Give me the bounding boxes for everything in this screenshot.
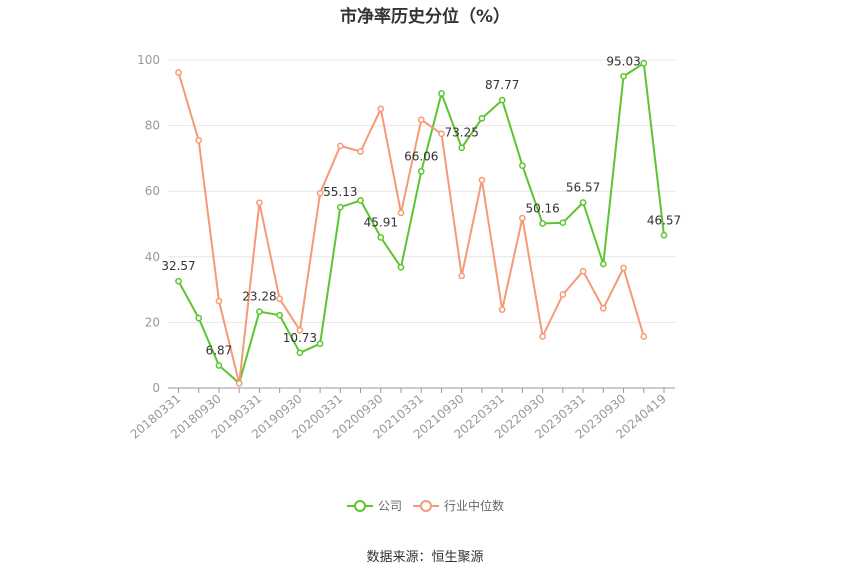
- series-point-0: [660, 231, 668, 239]
- series-point-1: [620, 264, 627, 272]
- series-point-0: [256, 308, 263, 315]
- series-point-1: [599, 304, 607, 312]
- data-label: 45.91: [364, 215, 398, 229]
- series-point-0: [417, 167, 425, 175]
- chart-title: 市净率历史分位（%）: [339, 7, 511, 27]
- series-point-0: [539, 220, 546, 227]
- series-point-1: [357, 148, 364, 155]
- data-label: 66.06: [404, 149, 438, 163]
- legend-marker-1: [420, 500, 432, 512]
- series-point-0: [215, 362, 223, 369]
- series-point-1: [296, 326, 304, 334]
- series-point-0: [478, 115, 486, 122]
- series-point-0: [620, 72, 627, 80]
- series-point-1: [195, 137, 203, 144]
- series-point-0: [377, 234, 385, 241]
- data-label: 46.57: [647, 213, 681, 227]
- series-point-0: [357, 197, 364, 204]
- series-point-1: [377, 105, 385, 113]
- series-point-1: [235, 380, 243, 387]
- data-label: 10.73: [283, 331, 317, 345]
- series-point-1: [215, 297, 223, 305]
- y-tick-label: 60: [145, 184, 160, 198]
- series-point-0: [579, 199, 587, 206]
- series-point-0: [397, 263, 405, 271]
- data-source: 数据来源：恒生聚源: [366, 550, 484, 565]
- y-tick-label: 20: [145, 315, 160, 329]
- series-point-1: [276, 295, 283, 303]
- series-point-1: [539, 333, 546, 340]
- series-point-0: [640, 59, 648, 67]
- data-label: 73.25: [445, 126, 479, 140]
- series-point-0: [438, 90, 445, 97]
- series-point-0: [336, 203, 344, 211]
- y-tick-label: 40: [145, 250, 160, 264]
- series-point-1: [640, 333, 648, 340]
- y-tick-label: 100: [137, 53, 160, 67]
- series-point-0: [519, 162, 526, 169]
- series-point-0: [195, 314, 203, 322]
- data-label: 6.87: [206, 343, 233, 357]
- series-point-0: [316, 340, 324, 348]
- series-point-1: [417, 116, 425, 124]
- series-point-1: [175, 69, 182, 76]
- data-label: 55.13: [323, 185, 357, 199]
- series-point-1: [316, 189, 324, 197]
- series-point-0: [296, 349, 304, 357]
- y-tick-label: 80: [145, 119, 160, 133]
- data-label: 95.03: [606, 54, 640, 68]
- series-point-1: [438, 130, 445, 138]
- series-point-0: [458, 144, 466, 152]
- series-point-1: [559, 291, 567, 298]
- series-point-0: [175, 277, 182, 285]
- series-point-0: [599, 260, 607, 268]
- series-line-0: [177, 62, 665, 385]
- series-point-1: [519, 214, 526, 222]
- series-point-1: [478, 176, 486, 184]
- series-point-1: [336, 142, 344, 150]
- series-line-1: [177, 72, 645, 385]
- legend-label-1: 行业中位数: [444, 498, 504, 513]
- data-label: 32.57: [161, 259, 195, 273]
- series-point-1: [397, 209, 405, 217]
- data-label: 87.77: [485, 78, 519, 92]
- legend-marker-0: [354, 500, 366, 512]
- data-label: 56.57: [566, 180, 600, 194]
- series-point-1: [458, 272, 466, 280]
- y-tick-label: 0: [152, 381, 160, 395]
- series-point-1: [256, 199, 263, 207]
- legend-label-0: 公司: [378, 499, 402, 513]
- series-point-0: [276, 311, 283, 319]
- series-point-1: [579, 267, 587, 275]
- series-point-0: [559, 219, 567, 227]
- series-point-1: [498, 306, 506, 313]
- data-label: 23.28: [242, 290, 276, 304]
- data-label: 50.16: [525, 201, 559, 215]
- series-point-0: [498, 96, 506, 104]
